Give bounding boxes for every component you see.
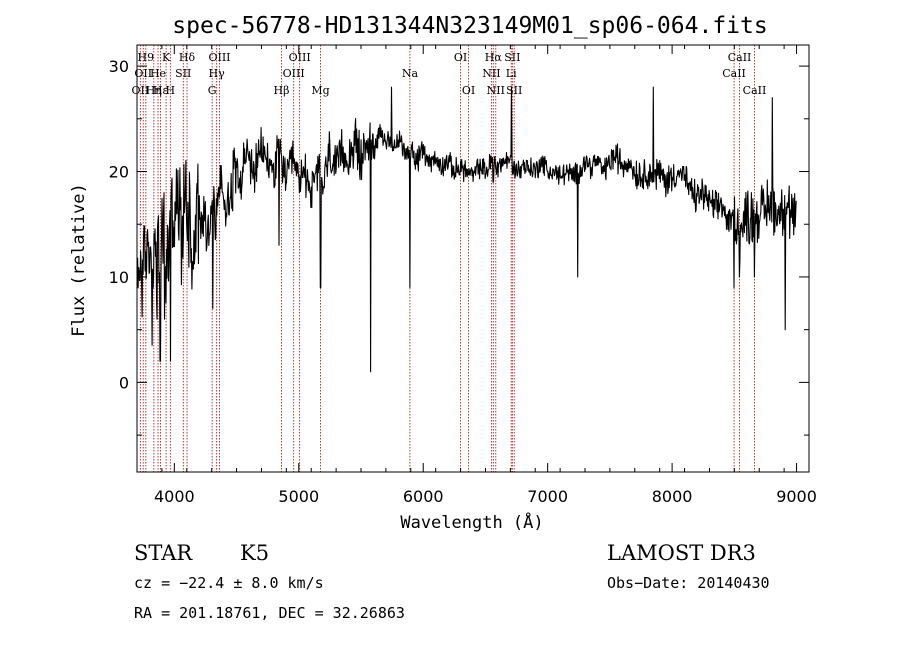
x-tick-label: 7000 (527, 487, 568, 506)
spectrum-line (137, 86, 797, 373)
line-marker-label: Hδ (179, 51, 196, 64)
y-tick-label: 0 (119, 373, 129, 392)
line-marker-label: OI (462, 84, 475, 97)
line-marker-label: OIII (289, 51, 311, 64)
line-marker-label: CaII (728, 51, 752, 64)
line-marker-label: Hβ (274, 84, 290, 97)
line-marker-label: H (166, 84, 176, 97)
coordinates: RA = 201.18761, DEC = 32.26863 (134, 604, 405, 622)
redshift-cz: cz = −22.4 ± 8.0 km/s (134, 574, 324, 592)
y-tick-label: 20 (109, 163, 129, 182)
y-axis-ticks: 0 10 20 30 (109, 57, 809, 436)
line-marker-label: Hε (153, 84, 169, 97)
survey-name: LAMOST DR3 (607, 541, 756, 565)
line-marker-label: OIII (208, 51, 230, 64)
line-marker-label: Hη (146, 84, 162, 97)
object-class: STAR (134, 541, 193, 565)
chart-title: spec-56778-HD131344N323149M01_sp06-064.f… (172, 13, 767, 39)
line-marker-label: SII (175, 67, 191, 80)
line-marker-label: OIII (283, 67, 305, 80)
line-marker-label: SII (506, 84, 522, 97)
line-marker-label: Na (402, 67, 419, 80)
plot-frame (136, 44, 810, 473)
y-tick-label: 10 (109, 268, 129, 287)
line-marker-label: Hγ (209, 67, 226, 80)
line-marker-label: OI (454, 51, 467, 64)
line-marker-label: NII (482, 67, 500, 80)
line-marker-label: K (162, 51, 171, 64)
x-tick-label: 6000 (403, 487, 444, 506)
line-marker-label: SII (504, 51, 520, 64)
x-tick-label: 8000 (652, 487, 693, 506)
object-subclass: K5 (240, 541, 270, 565)
line-marker-label: OII (134, 67, 152, 80)
line-marker-label: Hα (485, 51, 503, 64)
line-marker-label: Li (506, 67, 517, 80)
obs-date: Obs−Date: 20140430 (607, 574, 770, 592)
line-marker-label: CaII (743, 84, 767, 97)
x-tick-label: 5000 (278, 487, 319, 506)
x-tick-label: 9000 (776, 487, 817, 506)
line-marker-lines (139, 45, 755, 472)
line-marker-label: Mg (311, 84, 329, 97)
line-marker-label: He (150, 67, 166, 80)
y-axis-label: Flux (relative) (69, 183, 89, 337)
line-marker-label: OII (132, 84, 150, 97)
x-axis-label: Wavelength (Å) (400, 511, 543, 533)
x-axis-ticks: 4000 5000 6000 7000 8000 9000 (136, 45, 817, 506)
line-marker-label: NII (487, 84, 505, 97)
y-tick-label: 30 (109, 57, 129, 76)
line-marker-label: H9 (138, 51, 155, 64)
line-marker-labels: OII OII H9 Hη He Hε K H SII Hδ G Hγ OIII Hβ OIII OIII Mg… (132, 51, 767, 97)
x-tick-label: 4000 (154, 487, 195, 506)
line-marker-label: CaII (722, 67, 746, 80)
line-marker-label: G (208, 84, 217, 97)
